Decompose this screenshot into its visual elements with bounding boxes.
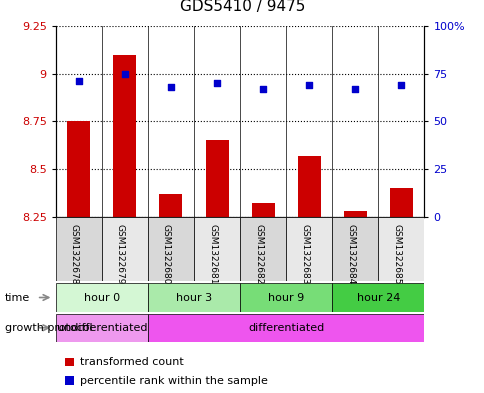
Text: GSM1322682: GSM1322682 <box>254 224 262 285</box>
Bar <box>286 217 332 281</box>
Bar <box>251 203 274 217</box>
Bar <box>332 283 424 312</box>
Text: hour 9: hour 9 <box>268 292 303 303</box>
Bar <box>148 314 424 342</box>
Bar <box>67 121 90 217</box>
Bar <box>205 140 228 217</box>
Point <box>166 84 174 90</box>
Point <box>258 86 266 92</box>
Text: differentiated: differentiated <box>247 323 324 333</box>
Text: GDS5410 / 9475: GDS5410 / 9475 <box>180 0 304 14</box>
Bar <box>159 194 182 217</box>
Bar <box>56 283 148 312</box>
Bar <box>113 55 136 217</box>
Bar <box>240 217 286 281</box>
Bar <box>102 217 148 281</box>
Text: percentile rank within the sample: percentile rank within the sample <box>80 376 267 386</box>
Bar <box>148 283 240 312</box>
Bar <box>378 217 424 281</box>
Point <box>75 78 82 84</box>
Text: hour 24: hour 24 <box>356 292 399 303</box>
Text: GSM1322685: GSM1322685 <box>392 224 401 285</box>
Text: GSM1322684: GSM1322684 <box>346 224 354 285</box>
Text: GSM1322679: GSM1322679 <box>116 224 125 285</box>
Point <box>396 82 404 88</box>
Point <box>121 70 129 77</box>
Bar <box>389 188 412 217</box>
Text: time: time <box>5 292 30 303</box>
Text: GSM1322683: GSM1322683 <box>300 224 309 285</box>
Point <box>304 82 312 88</box>
Text: GSM1322680: GSM1322680 <box>162 224 170 285</box>
Bar <box>56 217 102 281</box>
Bar <box>332 217 378 281</box>
Bar <box>148 217 194 281</box>
Point <box>350 86 358 92</box>
Bar <box>194 217 240 281</box>
Text: hour 3: hour 3 <box>176 292 212 303</box>
Bar <box>240 283 332 312</box>
Text: GSM1322678: GSM1322678 <box>70 224 78 285</box>
Text: GSM1322681: GSM1322681 <box>208 224 217 285</box>
Bar <box>56 314 148 342</box>
Bar <box>297 156 320 217</box>
Text: undifferentiated: undifferentiated <box>57 323 147 333</box>
Bar <box>343 211 366 217</box>
Text: growth protocol: growth protocol <box>5 323 92 333</box>
Text: transformed count: transformed count <box>80 357 183 367</box>
Text: hour 0: hour 0 <box>84 292 120 303</box>
Point <box>212 80 220 86</box>
